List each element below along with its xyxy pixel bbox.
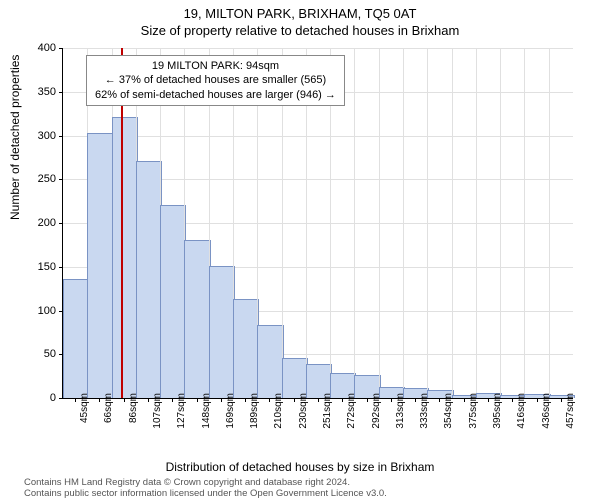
- ytick-mark: [59, 267, 63, 268]
- xtick-mark: [537, 398, 538, 402]
- xtick-mark: [245, 398, 246, 402]
- xtick-mark: [561, 398, 562, 402]
- gridline-v: [427, 48, 428, 398]
- histogram-bar: [257, 325, 283, 398]
- xtick-label: 457sqm: [565, 393, 576, 429]
- histogram-bar: [136, 161, 162, 398]
- xtick-label: 210sqm: [273, 393, 284, 429]
- histogram-bar: [160, 205, 186, 399]
- ytick-label: 100: [38, 305, 56, 317]
- y-axis-title: Number of detached properties: [8, 55, 22, 220]
- ytick-label: 0: [50, 392, 56, 404]
- xtick-mark: [318, 398, 319, 402]
- xtick-label: 313sqm: [395, 393, 406, 429]
- ytick-label: 400: [38, 42, 56, 54]
- xtick-label: 107sqm: [152, 393, 163, 429]
- gridline-v: [354, 48, 355, 398]
- histogram-bar: [233, 299, 259, 398]
- histogram-bar: [63, 279, 89, 398]
- footer-line-1: Contains HM Land Registry data © Crown c…: [24, 477, 350, 488]
- ytick-label: 250: [38, 173, 56, 185]
- gridline-v: [500, 48, 501, 398]
- xtick-label: 354sqm: [443, 393, 454, 429]
- histogram-bar: [112, 117, 138, 398]
- x-axis-title: Distribution of detached houses by size …: [0, 460, 600, 474]
- gridline-v: [403, 48, 404, 398]
- ytick-label: 150: [38, 261, 56, 273]
- info-line-3: 62% of semi-detached houses are larger (…: [95, 88, 336, 102]
- xtick-label: 230sqm: [298, 393, 309, 429]
- xtick-label: 292sqm: [371, 393, 382, 429]
- ytick-mark: [59, 48, 63, 49]
- gridline-v: [379, 48, 380, 398]
- xtick-mark: [172, 398, 173, 402]
- info-box: 19 MILTON PARK: 94sqm ← 37% of detached …: [86, 55, 345, 106]
- xtick-label: 375sqm: [468, 393, 479, 429]
- gridline-v: [524, 48, 525, 398]
- ytick-mark: [59, 179, 63, 180]
- xtick-label: 148sqm: [201, 393, 212, 429]
- histogram-bar: [184, 240, 210, 399]
- xtick-label: 189sqm: [249, 393, 260, 429]
- xtick-mark: [391, 398, 392, 402]
- xtick-mark: [367, 398, 368, 402]
- ytick-label: 200: [38, 217, 56, 229]
- histogram-bar: [209, 266, 235, 398]
- xtick-mark: [269, 398, 270, 402]
- gridline-h: [63, 48, 573, 49]
- xtick-mark: [75, 398, 76, 402]
- xtick-label: 436sqm: [541, 393, 552, 429]
- xtick-label: 127sqm: [176, 393, 187, 429]
- footer-line-2: Contains public sector information licen…: [24, 488, 387, 499]
- xtick-label: 395sqm: [492, 393, 503, 429]
- histogram-bar: [282, 358, 308, 398]
- chart-container: 19, MILTON PARK, BRIXHAM, TQ5 0AT Size o…: [0, 0, 600, 500]
- xtick-mark: [221, 398, 222, 402]
- gridline-v: [476, 48, 477, 398]
- xtick-mark: [488, 398, 489, 402]
- xtick-mark: [464, 398, 465, 402]
- xtick-label: 251sqm: [322, 393, 333, 429]
- info-line-2: ← 37% of detached houses are smaller (56…: [95, 73, 336, 87]
- xtick-label: 169sqm: [225, 393, 236, 429]
- xtick-label: 333sqm: [419, 393, 430, 429]
- gridline-h: [63, 136, 573, 137]
- gridline-v: [452, 48, 453, 398]
- xtick-label: 416sqm: [516, 393, 527, 429]
- ytick-label: 300: [38, 130, 56, 142]
- xtick-mark: [197, 398, 198, 402]
- xtick-mark: [294, 398, 295, 402]
- xtick-mark: [439, 398, 440, 402]
- ytick-mark: [59, 398, 63, 399]
- xtick-mark: [99, 398, 100, 402]
- ytick-label: 50: [44, 348, 56, 360]
- gridline-v: [549, 48, 550, 398]
- xtick-mark: [124, 398, 125, 402]
- histogram-bar: [87, 133, 113, 398]
- xtick-mark: [512, 398, 513, 402]
- info-line-1: 19 MILTON PARK: 94sqm: [95, 59, 336, 73]
- xtick-mark: [148, 398, 149, 402]
- xtick-mark: [415, 398, 416, 402]
- chart-subtitle: Size of property relative to detached ho…: [0, 21, 600, 38]
- xtick-label: 272sqm: [346, 393, 357, 429]
- ytick-mark: [59, 92, 63, 93]
- chart-title: 19, MILTON PARK, BRIXHAM, TQ5 0AT: [0, 0, 600, 21]
- ytick-mark: [59, 223, 63, 224]
- ytick-label: 350: [38, 86, 56, 98]
- ytick-mark: [59, 136, 63, 137]
- xtick-mark: [342, 398, 343, 402]
